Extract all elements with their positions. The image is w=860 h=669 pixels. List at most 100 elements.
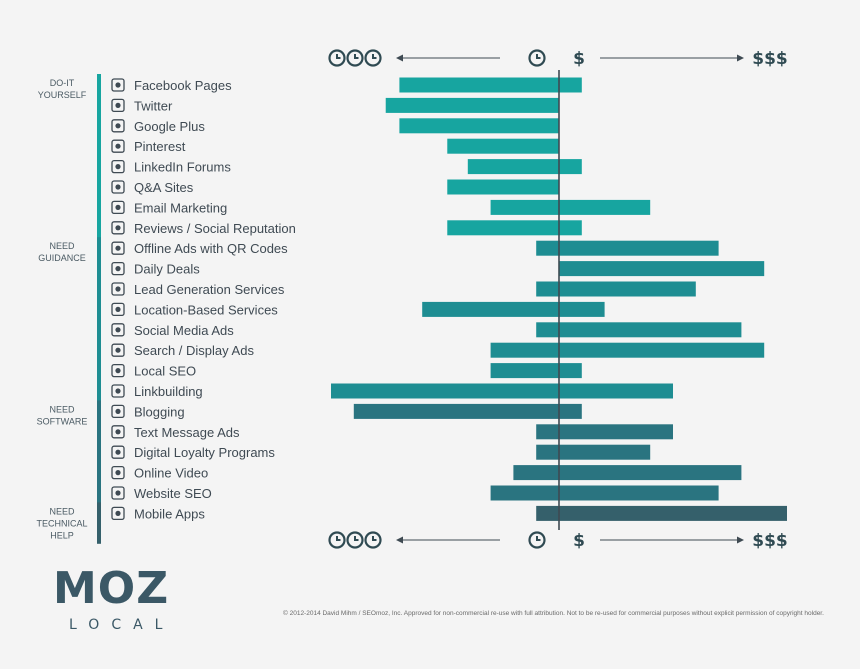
group-accent-bar — [97, 400, 101, 503]
grid-card-icon — [111, 445, 125, 459]
category-label: Local SEO — [134, 364, 196, 379]
twitter-icon — [111, 98, 125, 113]
search-icon-frame — [111, 343, 125, 357]
qr-code-icon — [111, 241, 125, 255]
group-label: HELP — [50, 530, 74, 540]
moz-local-logo: MOZ LOCAL — [53, 567, 193, 634]
bar-linkedin-forums — [467, 159, 582, 175]
clock-face — [528, 531, 546, 549]
qr-code-icon-frame — [111, 241, 125, 255]
bar-digital-loyalty-programs — [536, 444, 651, 460]
logo-subtitle: LOCAL — [69, 617, 175, 633]
tag-icon-frame — [111, 261, 125, 276]
map-pin-icon-dot — [115, 368, 121, 374]
clock-face — [528, 49, 546, 67]
category-label: Online Video — [134, 466, 208, 481]
category-label: Q&A Sites — [134, 180, 194, 195]
category-label: Blogging — [134, 404, 185, 419]
rss-icon-dot — [115, 408, 121, 414]
bar-facebook-pages — [399, 77, 582, 93]
wrench-icon-dot — [115, 490, 121, 496]
top-scale-left-arrow-head — [396, 54, 403, 62]
top-scale-right-cost-label: $$$ — [752, 49, 788, 69]
category-label: Mobile Apps — [134, 506, 205, 521]
speech-bubble-icon — [111, 221, 125, 235]
hand-coin-icon — [111, 282, 125, 296]
category-label: Social Media Ads — [134, 323, 234, 338]
bottom-scale-right-cost-label: $$$ — [752, 531, 788, 551]
top-scale-right-arrow-head — [737, 54, 744, 62]
group-accent-bar — [97, 237, 101, 401]
bar-email-marketing — [490, 199, 651, 215]
category-label: Linkbuilding — [134, 384, 203, 399]
bottom-scale-clock-icon-1 — [328, 531, 346, 549]
group-accent-bar — [97, 502, 101, 544]
rss-icon-frame — [111, 404, 125, 419]
speech-bubble-icon-dot — [115, 225, 121, 231]
grid-card-icon-dot — [115, 449, 121, 455]
category-label: Text Message Ads — [134, 425, 240, 440]
copyright-note: © 2012-2014 David Mihm / SEOmoz, Inc. Ap… — [283, 610, 824, 617]
clock-hands — [372, 536, 377, 541]
speech-bubble-icon-frame — [111, 221, 125, 235]
envelope-icon — [111, 200, 125, 215]
category-label: Facebook Pages — [134, 78, 232, 93]
bar-search-display-ads — [490, 342, 765, 358]
envelope-icon-frame — [111, 200, 125, 215]
megaphone-icon-dot — [115, 327, 121, 333]
bar-q-a-sites — [447, 179, 559, 195]
bar-lead-generation-services — [536, 281, 696, 297]
category-label: Pinterest — [134, 139, 186, 154]
bar-blogging — [353, 403, 582, 419]
bar-daily-deals — [559, 261, 765, 277]
link-icon — [111, 384, 125, 398]
facebook-icon — [111, 78, 125, 92]
bar-pinterest — [447, 138, 559, 154]
category-label: Website SEO — [134, 486, 212, 501]
message-icon — [111, 425, 125, 439]
twitter-icon-dot — [115, 102, 121, 108]
group-label: YOURSELF — [38, 90, 87, 100]
qr-code-icon-dot — [115, 245, 121, 251]
linkedin-icon — [111, 159, 125, 174]
bar-google-plus — [399, 118, 559, 134]
bar-mobile-apps — [536, 505, 787, 521]
location-person-icon-dot — [115, 306, 121, 312]
pinterest-icon-frame — [111, 139, 125, 153]
category-label: Daily Deals — [134, 262, 200, 277]
category-label: Google Plus — [134, 119, 205, 134]
pinterest-icon — [111, 139, 125, 153]
group-accent-bar — [97, 74, 101, 238]
bar-online-video — [513, 465, 742, 481]
top-scale-clock-icon-2 — [346, 49, 364, 67]
search-icon-dot — [115, 347, 121, 353]
group-label: NEED — [49, 506, 75, 516]
bar-reviews-social-reputation — [447, 220, 582, 236]
bar-social-media-ads — [536, 322, 742, 338]
bar-local-seo — [490, 363, 582, 379]
clock-face — [328, 531, 346, 549]
tag-icon — [111, 261, 125, 276]
clock-hands — [336, 536, 341, 541]
group-label: NEED — [49, 404, 75, 414]
google-plus-icon-frame — [111, 119, 125, 133]
category-label: Digital Loyalty Programs — [134, 445, 275, 460]
hand-coin-icon-dot — [115, 286, 121, 292]
location-person-icon-frame — [111, 302, 125, 317]
clock-face — [364, 531, 382, 549]
category-label: Lead Generation Services — [134, 282, 285, 297]
group-label: DO-IT — [50, 78, 75, 88]
video-camera-icon-dot — [115, 470, 121, 476]
message-icon-frame — [111, 425, 125, 439]
wrench-icon-frame — [111, 486, 125, 500]
group-label: GUIDANCE — [38, 253, 86, 263]
clock-hands — [372, 54, 377, 59]
megaphone-icon — [111, 323, 125, 337]
group-label: NEED — [49, 241, 75, 251]
bottom-scale-left-arrow-head — [396, 536, 403, 544]
clock-hands — [336, 54, 341, 59]
link-icon-dot — [115, 388, 121, 394]
message-icon-dot — [115, 429, 121, 435]
android-icon — [111, 506, 125, 521]
bottom-scale-clock-icon-2 — [346, 531, 364, 549]
